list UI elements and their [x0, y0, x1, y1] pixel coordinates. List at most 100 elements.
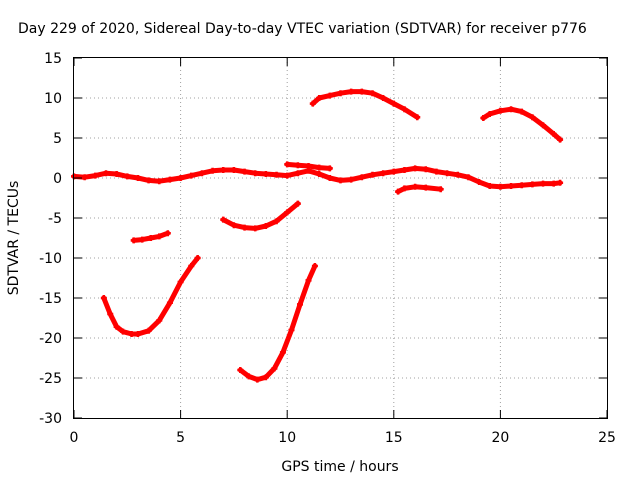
data-point — [444, 170, 451, 177]
x-tick-label: 10 — [278, 430, 296, 446]
data-point — [337, 177, 344, 184]
data-point — [209, 167, 216, 174]
data-point — [113, 171, 120, 177]
data-point — [220, 167, 227, 173]
data-point — [284, 172, 291, 179]
data-point — [414, 114, 421, 121]
series-segment-15-17 — [395, 183, 444, 195]
data-point — [348, 176, 355, 183]
data-point — [271, 365, 278, 372]
data-point — [316, 164, 323, 171]
data-point — [230, 167, 237, 173]
y-tick-label: 10 — [44, 91, 62, 107]
y-tick-label: 15 — [44, 51, 62, 67]
data-point — [497, 107, 504, 114]
data-point — [390, 100, 397, 107]
data-point — [284, 161, 291, 168]
x-tick-label: 0 — [70, 430, 79, 446]
data-point — [166, 299, 173, 306]
data-point — [326, 165, 333, 172]
data-point — [401, 167, 408, 173]
y-tick-label: -30 — [39, 411, 62, 427]
series-segment-7-10 — [220, 200, 301, 232]
data-point — [294, 162, 301, 169]
series-segment-3-4 — [130, 230, 171, 244]
data-point — [262, 171, 269, 177]
data-point — [476, 179, 483, 185]
series-deep-arc-1 — [100, 255, 201, 337]
data-point — [550, 131, 557, 137]
data-point — [230, 222, 237, 229]
data-point — [288, 327, 295, 333]
data-point — [134, 331, 141, 337]
data-point — [145, 177, 152, 184]
series-deep-arc-2 — [237, 263, 318, 383]
data-point — [156, 317, 163, 324]
y-tick-label: 0 — [53, 171, 62, 187]
y-tick-label: -5 — [48, 211, 62, 227]
data-point — [164, 230, 171, 237]
data-point — [486, 111, 493, 117]
data-point — [262, 223, 269, 229]
data-point — [252, 225, 259, 232]
data-point — [177, 175, 184, 181]
data-point — [380, 95, 387, 101]
data-point — [401, 185, 408, 192]
data-point — [102, 170, 109, 177]
series-line-deep-arc-2 — [237, 263, 318, 383]
data-point — [177, 279, 184, 285]
data-point — [294, 200, 301, 207]
data-point — [284, 209, 291, 216]
x-axis-label: GPS time / hours — [281, 459, 398, 475]
y-axis-label: SDTVAR / TECUs — [6, 181, 22, 296]
data-point — [454, 171, 461, 178]
data-point — [326, 175, 333, 181]
data-point — [518, 182, 525, 189]
data-point — [358, 88, 365, 95]
data-point — [508, 106, 515, 113]
data-point — [166, 176, 173, 183]
data-point — [100, 295, 107, 301]
data-point — [437, 186, 444, 193]
data-point — [550, 180, 557, 187]
y-tick-label: -15 — [39, 291, 62, 307]
y-tick-label: -20 — [39, 331, 62, 347]
data-point — [412, 183, 419, 190]
data-point — [305, 163, 312, 169]
data-point — [273, 171, 280, 178]
y-tick-label: -10 — [39, 251, 62, 267]
data-point — [395, 188, 402, 195]
chart-title: Day 229 of 2020, Sidereal Day-to-day VTE… — [18, 21, 587, 37]
x-tick-label: 15 — [385, 430, 403, 446]
data-point — [422, 166, 429, 173]
data-point — [273, 218, 280, 225]
data-point — [326, 92, 333, 99]
data-point — [113, 323, 120, 330]
data-point — [198, 170, 205, 177]
data-point — [188, 172, 195, 179]
data-point — [145, 327, 152, 334]
data-point — [390, 168, 397, 175]
data-point — [188, 263, 195, 269]
data-point — [540, 122, 547, 129]
data-point — [107, 311, 114, 317]
data-point — [128, 331, 135, 337]
data-point — [156, 233, 163, 240]
data-point — [348, 88, 355, 95]
data-point — [237, 367, 244, 373]
data-point — [124, 173, 131, 180]
series-layer — [71, 88, 564, 383]
data-point — [156, 178, 163, 185]
data-point — [252, 170, 259, 177]
data-point — [254, 376, 261, 383]
data-point — [486, 183, 493, 189]
data-point — [194, 255, 201, 261]
data-point — [134, 175, 141, 181]
series-segment-10-12 — [284, 161, 333, 172]
data-point — [294, 170, 301, 177]
data-point — [557, 179, 564, 186]
data-point — [557, 136, 564, 143]
